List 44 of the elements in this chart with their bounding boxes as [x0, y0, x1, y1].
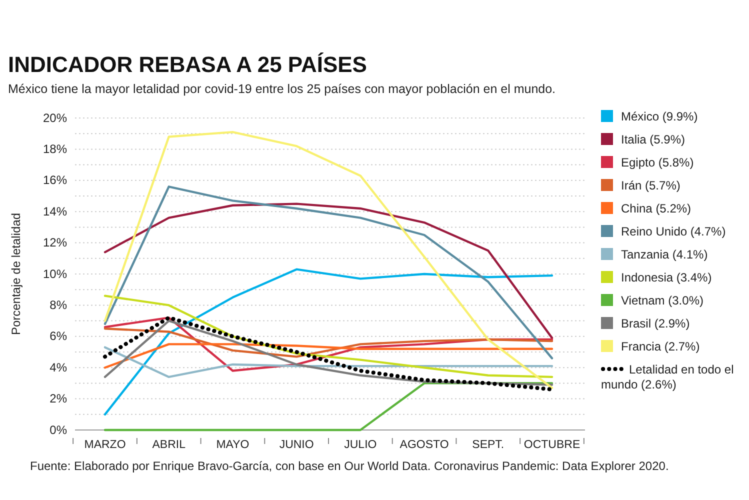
y-tick-label: 10% [42, 266, 68, 281]
y-tick-label: 18% [42, 142, 68, 156]
y-axis-title: Porcentaje de letalidad [9, 212, 23, 336]
x-tick-label: MARZO [84, 439, 126, 452]
y-tick-label: 2% [50, 392, 68, 406]
y-tick-label: 16% [42, 173, 68, 188]
y-tick-label: 6% [50, 329, 68, 344]
chart-subtitle: México tiene la mayor letalidad por covid-19 entre los 25 países con mayor población en el mundo. [8, 82, 556, 96]
y-tick-label: 14% [42, 204, 68, 218]
legend-label: Tanzania (4.1%) [621, 248, 708, 262]
legend-label: Francia (2.7%) [621, 340, 700, 354]
legend-label: Letalidad en todo el mundo (2.6%) [601, 362, 734, 392]
x-tick-label: AGOSTO [400, 439, 449, 452]
y-tick-label: 4% [50, 360, 68, 374]
legend-label: Italia (5.9%) [621, 132, 686, 146]
x-tick-label: SEPT. [472, 439, 504, 452]
x-tick-label: ABRIL [152, 439, 186, 452]
legend-label: Reino Unido (4.7%) [621, 224, 726, 238]
line-series [104, 202, 554, 340]
legend-label: Brasil (2.9%) [621, 316, 690, 330]
y-tick-label: 20% [42, 110, 68, 125]
legend-label: Irán (5.7%) [621, 178, 680, 192]
line-series [104, 130, 554, 389]
line-series [104, 343, 554, 369]
y-tick-label: 0% [50, 422, 68, 437]
x-tick-label: JULIO [344, 439, 377, 452]
chart-title: INDICADOR REBASA A 25 PAÍSES [8, 52, 367, 77]
legend-label: Vietnam (3.0%) [621, 294, 704, 308]
legend-label: Egipto (5.8%) [621, 156, 694, 170]
y-tick-label: 8% [50, 298, 68, 312]
line-series [104, 316, 554, 372]
legend-label: México (9.9%) [621, 110, 698, 124]
source-note: Fuente: Elaborado por Enrique Bravo-García, con base en Our World Data. Coronavirus Pandemic: Data Explorer 2020. [30, 459, 669, 473]
line-series [104, 268, 554, 416]
line-series [104, 186, 554, 360]
legend-label: China (5.2%) [621, 202, 692, 216]
line-series [104, 346, 554, 378]
x-tick-label: JUNIO [279, 439, 314, 452]
legend-label: Indonesia (3.4%) [621, 270, 712, 284]
line-series [104, 328, 554, 358]
x-tick-label: MAYO [216, 439, 250, 452]
y-tick-label: 12% [42, 236, 68, 250]
x-tick-label: OCTUBRE [524, 439, 580, 452]
line-series [104, 294, 554, 378]
